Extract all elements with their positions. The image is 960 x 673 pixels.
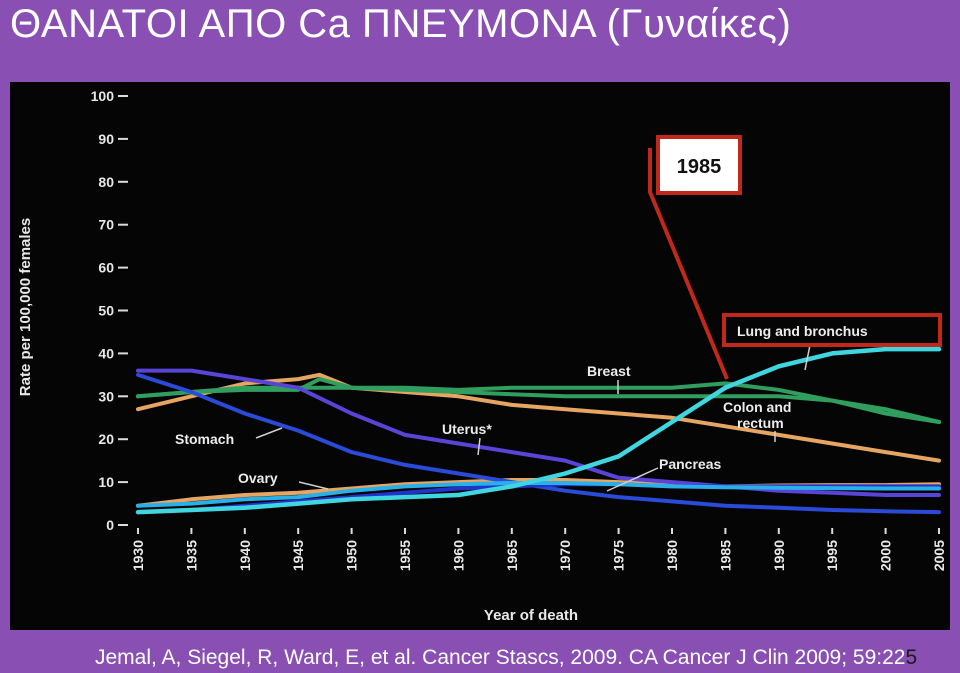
citation-page-end: 5 — [905, 646, 917, 669]
x-tick-label: 2000 — [878, 540, 894, 571]
x-tick-label: 2005 — [931, 540, 947, 571]
label-pancreas: Pancreas — [659, 456, 721, 472]
y-tick-label: 30 — [98, 388, 114, 404]
label-colon-line2: rectum — [737, 415, 784, 431]
x-tick-label: 1935 — [183, 540, 199, 571]
series-layer — [138, 349, 939, 512]
y-tick-label: 60 — [98, 260, 114, 276]
x-tick-label: 1930 — [130, 540, 146, 571]
citation-text: Jemal, A, Siegel, R, Ward, E, et al. Can… — [95, 646, 905, 669]
label-stomach: Stomach — [175, 431, 234, 447]
x-tick-label: 1985 — [717, 540, 733, 571]
y-tick-label: 100 — [91, 88, 115, 104]
x-tick-label: 1995 — [824, 540, 840, 571]
pointer-uterus — [478, 438, 480, 455]
y-tick-label: 20 — [98, 431, 114, 447]
x-axis-title: Year of death — [484, 607, 578, 624]
y-tick-label: 0 — [106, 517, 114, 533]
citation: Jemal, A, Siegel, R, Ward, E, et al. Can… — [95, 646, 917, 670]
x-tick-label: 1940 — [237, 540, 253, 571]
slide-title: ΘΑΝΑΤΟΙ ΑΠΟ Ca ΠΝΕΥΜΟΝΑ (Γυναίκες) — [10, 2, 791, 47]
label-lung-and-bronchus: Lung and bronchus — [737, 323, 868, 339]
x-tick-label: 1970 — [557, 540, 573, 571]
label-uterus: Uterus* — [442, 421, 492, 437]
chart-panel: 0 10 20 30 40 50 60 70 80 90 100 1930 1935 1940 1945 19… — [10, 82, 950, 630]
y-tick-label: 50 — [98, 303, 114, 319]
year-callout-text: 1985 — [677, 156, 722, 178]
x-tick-label: 1975 — [611, 540, 627, 571]
x-tick-label: 1955 — [397, 540, 413, 571]
pointer-ovary — [299, 482, 328, 489]
x-tick-label: 1960 — [450, 540, 466, 571]
y-tick-label: 90 — [98, 131, 114, 147]
pointer-stomach — [256, 428, 282, 438]
x-tick-label: 1980 — [664, 540, 680, 571]
y-tick-label: 10 — [98, 474, 114, 490]
label-ovary: Ovary — [238, 470, 278, 486]
x-tick-label: 1945 — [290, 540, 306, 571]
y-axis-title: Rate per 100,000 females — [17, 218, 34, 396]
line-chart: 0 10 20 30 40 50 60 70 80 90 100 1930 1935 1940 1945 19… — [10, 82, 950, 630]
x-tick-label: 1990 — [771, 540, 787, 571]
label-breast: Breast — [587, 363, 631, 379]
label-colon-line1: Colon and — [723, 399, 791, 415]
x-tick-label: 1950 — [344, 540, 360, 571]
y-tick-label: 40 — [98, 345, 114, 361]
y-tick-label: 70 — [98, 217, 114, 233]
y-tick-label: 80 — [98, 174, 114, 190]
x-tick-label: 1965 — [504, 540, 520, 571]
